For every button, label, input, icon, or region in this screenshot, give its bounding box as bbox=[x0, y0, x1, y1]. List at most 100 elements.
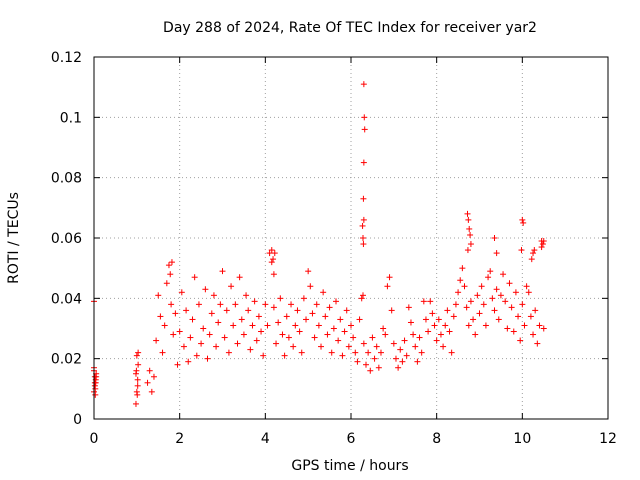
data-point bbox=[464, 210, 471, 217]
data-point bbox=[416, 334, 423, 341]
data-point bbox=[495, 316, 502, 323]
data-point bbox=[520, 219, 527, 226]
data-point bbox=[185, 358, 192, 365]
data-point bbox=[536, 322, 543, 329]
data-point bbox=[170, 331, 177, 338]
data-point bbox=[167, 271, 174, 278]
y-tick-label: 0.1 bbox=[60, 110, 82, 126]
data-point bbox=[373, 343, 380, 350]
data-point bbox=[320, 289, 327, 296]
data-point bbox=[401, 337, 408, 344]
data-point bbox=[305, 268, 312, 275]
y-tick-label: 0.12 bbox=[51, 50, 82, 66]
data-point bbox=[288, 301, 295, 308]
data-point bbox=[330, 325, 337, 332]
data-point bbox=[172, 310, 179, 317]
data-point bbox=[200, 325, 207, 332]
data-point bbox=[350, 334, 357, 341]
data-point bbox=[189, 316, 196, 323]
data-point bbox=[348, 322, 354, 329]
y-tick-label: 0.04 bbox=[51, 291, 82, 307]
data-point bbox=[290, 343, 297, 350]
data-point bbox=[283, 313, 290, 320]
data-point bbox=[493, 250, 500, 257]
data-point bbox=[388, 307, 395, 314]
data-point bbox=[206, 331, 213, 338]
data-point bbox=[240, 331, 247, 338]
data-point bbox=[255, 313, 262, 320]
data-point bbox=[146, 367, 153, 374]
data-point bbox=[191, 274, 198, 281]
data-point bbox=[412, 343, 419, 350]
data-point bbox=[236, 274, 243, 281]
data-point bbox=[392, 355, 399, 362]
data-point bbox=[318, 343, 325, 350]
data-point bbox=[470, 316, 477, 323]
data-point bbox=[461, 283, 468, 290]
data-point bbox=[298, 349, 305, 356]
x-tick-label: 4 bbox=[261, 431, 270, 447]
data-point bbox=[530, 250, 537, 257]
data-point bbox=[359, 292, 366, 299]
data-point bbox=[228, 283, 235, 290]
x-tick-label: 6 bbox=[347, 431, 356, 447]
data-point bbox=[339, 352, 346, 359]
data-point bbox=[313, 301, 320, 308]
data-point bbox=[337, 316, 344, 323]
data-point bbox=[382, 331, 389, 338]
data-point bbox=[268, 247, 275, 254]
data-point bbox=[352, 349, 359, 356]
data-point bbox=[508, 304, 515, 311]
data-point bbox=[213, 343, 220, 350]
x-tick-label: 0 bbox=[90, 431, 99, 447]
data-point bbox=[195, 301, 202, 308]
x-tick-labels: 0 2 4 6 8 10 12 bbox=[90, 431, 617, 447]
data-point bbox=[386, 274, 393, 281]
data-point bbox=[517, 337, 524, 344]
data-point bbox=[467, 241, 474, 248]
data-point bbox=[425, 328, 432, 335]
data-point bbox=[375, 364, 382, 371]
data-point bbox=[296, 328, 303, 335]
data-point bbox=[497, 292, 504, 299]
data-point bbox=[234, 340, 241, 347]
data-point bbox=[193, 352, 200, 359]
data-point bbox=[539, 241, 546, 248]
data-point bbox=[384, 283, 391, 290]
data-point bbox=[467, 298, 474, 305]
data-point bbox=[534, 340, 541, 347]
data-point bbox=[365, 349, 372, 356]
data-point bbox=[397, 346, 404, 353]
data-point bbox=[474, 292, 481, 299]
data-point bbox=[491, 307, 498, 314]
x-tick-label: 12 bbox=[599, 431, 617, 447]
data-point bbox=[202, 286, 209, 293]
data-point bbox=[178, 289, 185, 296]
data-point bbox=[281, 352, 288, 359]
data-point bbox=[538, 244, 545, 251]
y-tick-label: 0.02 bbox=[51, 352, 82, 368]
data-point bbox=[455, 289, 462, 296]
data-point bbox=[135, 349, 142, 356]
data-point bbox=[519, 301, 526, 308]
data-point bbox=[225, 349, 232, 356]
data-point bbox=[309, 310, 316, 317]
data-point bbox=[270, 271, 277, 278]
data-point bbox=[459, 265, 466, 272]
data-point bbox=[273, 340, 280, 347]
y-axis-label: ROTI / TECUs bbox=[6, 192, 22, 284]
data-point bbox=[148, 388, 155, 395]
data-point bbox=[315, 322, 322, 329]
data-point bbox=[380, 325, 387, 332]
data-point bbox=[343, 307, 350, 314]
data-point bbox=[530, 331, 537, 338]
data-point bbox=[292, 322, 299, 329]
data-point bbox=[134, 382, 141, 389]
data-point bbox=[482, 322, 489, 329]
data-point bbox=[491, 235, 498, 241]
data-point bbox=[540, 325, 547, 332]
data-point bbox=[465, 216, 472, 223]
data-point bbox=[204, 355, 211, 362]
data-point bbox=[215, 319, 222, 326]
data-point bbox=[341, 328, 348, 335]
